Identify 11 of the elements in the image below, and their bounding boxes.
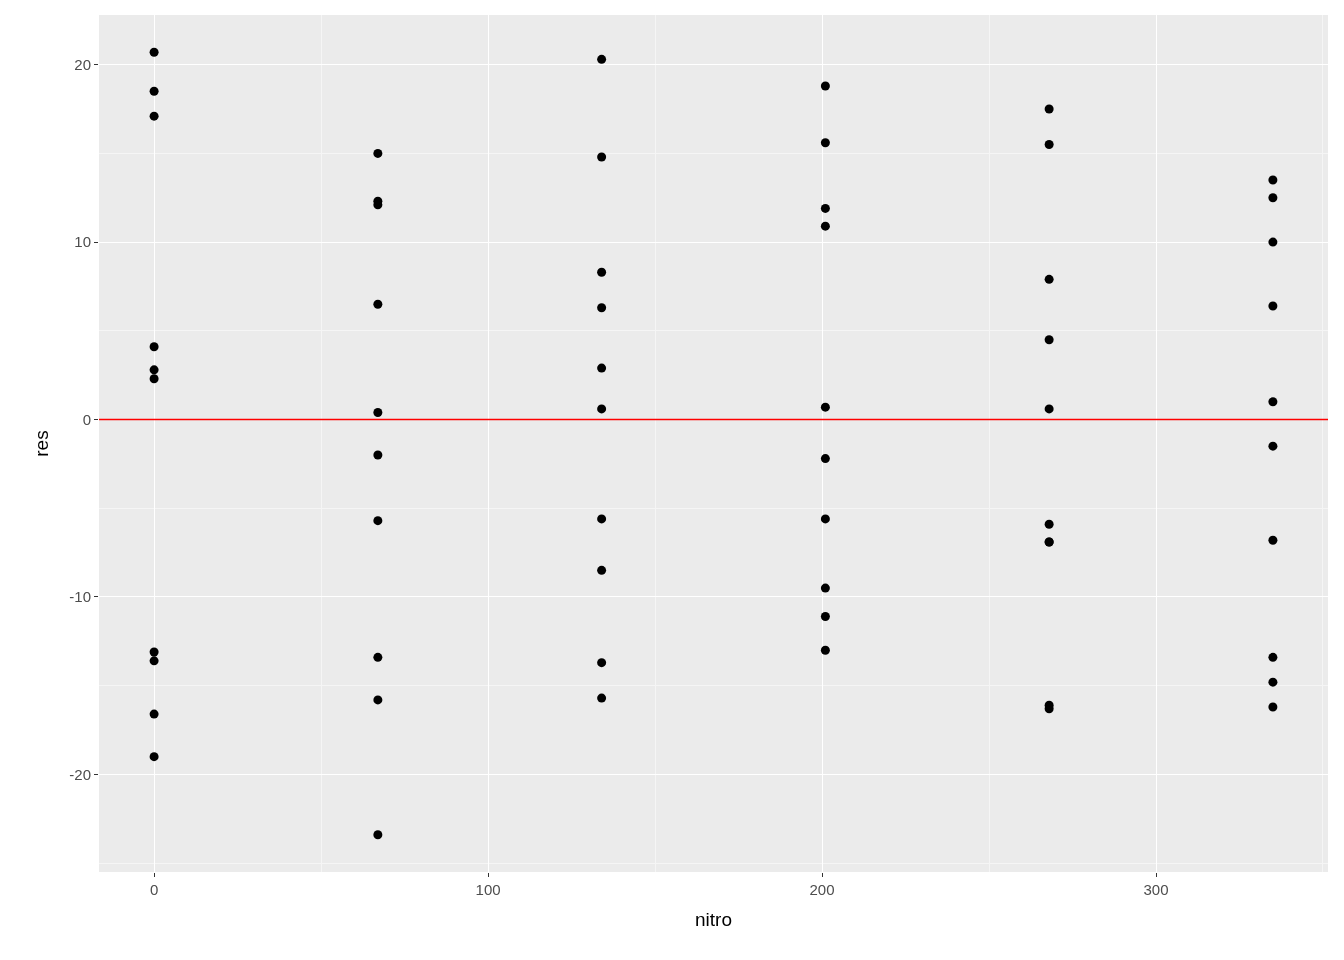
y-tick-label: 20: [74, 55, 91, 73]
x-tick-label: 0: [149, 881, 159, 898]
y-tick-label: -10: [69, 588, 91, 606]
y-tick-label: 0: [82, 410, 91, 428]
y-axis-title: res: [31, 430, 53, 457]
y-tick-label: -20: [69, 765, 91, 783]
x-tick-label: 200: [809, 881, 835, 898]
x-tick-label: 100: [475, 881, 501, 898]
x-axis-title: nitro: [695, 908, 732, 930]
x-tick-label: 300: [1143, 881, 1169, 898]
y-tick-label: 10: [74, 233, 91, 251]
